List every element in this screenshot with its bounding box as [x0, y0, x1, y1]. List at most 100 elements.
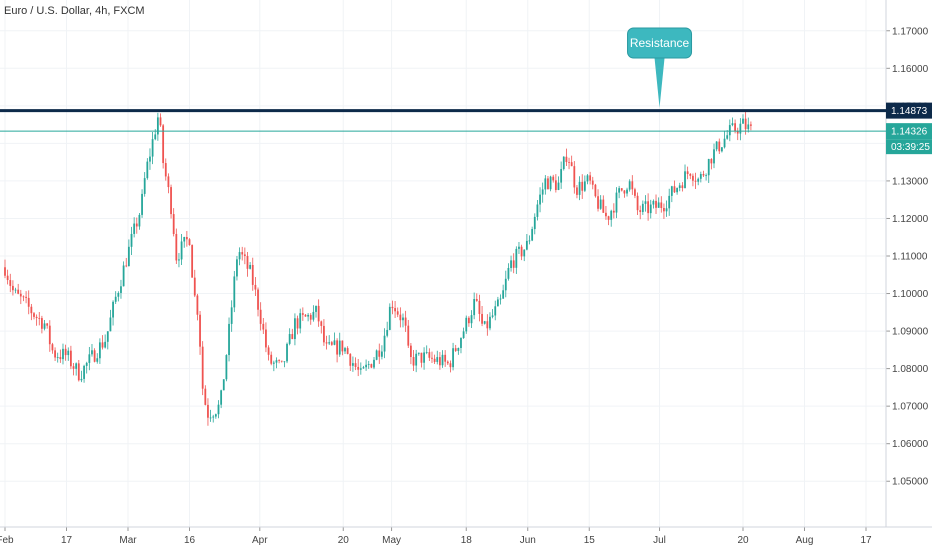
candle-body [404, 317, 407, 326]
candle-body [739, 123, 742, 134]
candle-body [304, 314, 307, 317]
y-tick-label: 1.08000 [892, 364, 929, 375]
candle-body [552, 176, 555, 181]
candle-body [222, 379, 225, 391]
candle-body [286, 343, 288, 362]
candle-body [518, 246, 520, 249]
candle-body [533, 216, 536, 230]
candle-body [122, 265, 125, 287]
candle-body [17, 289, 20, 294]
candle-body [170, 187, 172, 215]
candle-body [441, 354, 444, 366]
candle-body [381, 351, 383, 357]
candle-body [344, 348, 346, 352]
candle-body [663, 208, 665, 212]
x-tick-label: 17 [860, 535, 872, 546]
candle-body [512, 260, 515, 268]
y-tick-label: 1.16000 [892, 64, 929, 75]
candle-body [267, 347, 270, 355]
candle-body [125, 265, 128, 267]
candle-body [673, 186, 676, 193]
candle-body [185, 236, 188, 240]
candle-body [101, 342, 104, 348]
candle-body [576, 187, 578, 195]
candle-body [618, 188, 621, 193]
candle-body [557, 182, 560, 190]
candle-body [159, 117, 162, 126]
candle-body [707, 159, 710, 176]
candle-body [275, 360, 278, 363]
candle-body [547, 178, 549, 190]
candle-body [620, 188, 623, 191]
candle-body [605, 212, 607, 217]
candle-body [523, 249, 526, 257]
candle-body [396, 311, 399, 315]
candle-body [294, 318, 296, 340]
candle-body [641, 203, 644, 212]
x-tick-label: 17 [61, 535, 73, 546]
candle-body [341, 340, 344, 352]
candle-body [69, 350, 72, 367]
candle-body [594, 184, 597, 197]
candle-body [338, 340, 341, 355]
candle-body [301, 313, 304, 315]
candle-body [407, 325, 410, 346]
candle-body [502, 290, 505, 299]
candle-body [591, 180, 594, 185]
candle-body [586, 175, 589, 182]
candle-body [699, 174, 702, 179]
candle-body [378, 350, 381, 357]
candle-body [357, 366, 360, 370]
candle-body [33, 313, 35, 317]
candle-body [736, 131, 739, 134]
candle-body [670, 186, 673, 196]
candle-body [615, 192, 618, 213]
candle-body [449, 363, 452, 368]
candle-body [520, 246, 523, 257]
candle-body [91, 350, 93, 355]
candle-body [386, 329, 389, 336]
candle-body [644, 201, 647, 204]
candle-body [51, 344, 54, 351]
candle-body [570, 162, 573, 167]
candle-body [388, 306, 391, 330]
candle-body [467, 317, 470, 324]
x-tick-label: 16 [184, 535, 196, 546]
candle-body [106, 331, 109, 342]
candle-body [67, 350, 70, 356]
candle-body [175, 233, 178, 261]
candle-body [199, 314, 201, 347]
candle-body [323, 325, 325, 343]
candle-body [154, 134, 157, 140]
candle-body [678, 185, 681, 189]
x-tick-label: 15 [584, 535, 596, 546]
candle-body [143, 178, 146, 194]
candle-body [41, 318, 43, 329]
candle-body [228, 323, 230, 356]
candle-body [465, 317, 468, 332]
x-tick-label: 20 [338, 535, 350, 546]
candle-body [315, 305, 317, 312]
candle-body [27, 297, 30, 307]
candle-body [562, 156, 565, 170]
candle-body [715, 141, 718, 150]
candle-body [438, 357, 441, 366]
candle-body [309, 314, 312, 320]
candle-body [241, 252, 244, 255]
y-tick-label: 1.07000 [892, 402, 929, 413]
x-tick-label: May [382, 535, 401, 546]
chart-overlays: 1.14873 1.14326 03:39:25 Resistance [0, 27, 932, 155]
candle-body [402, 317, 404, 321]
candle-body [251, 264, 254, 285]
candle-body [230, 307, 233, 324]
candle-body [325, 342, 328, 344]
candle-body [549, 176, 552, 190]
candle-body [718, 141, 721, 152]
candle-body [410, 345, 412, 358]
x-tick-label: 20 [737, 535, 749, 546]
candle-body [254, 284, 257, 290]
candle-body [399, 314, 402, 321]
candle-body [507, 267, 510, 279]
candle-body [225, 355, 228, 380]
